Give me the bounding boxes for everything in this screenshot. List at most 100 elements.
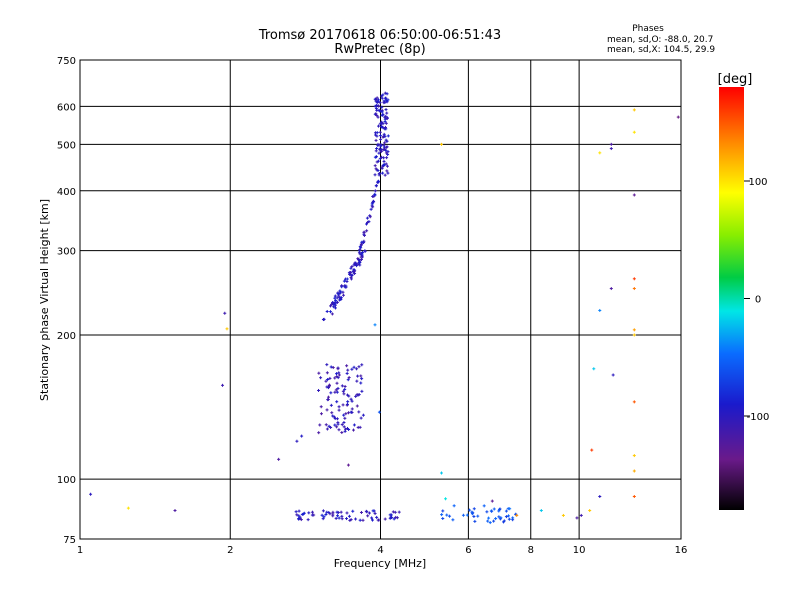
echo-point xyxy=(300,434,304,438)
echo-point xyxy=(336,366,340,370)
echo-point xyxy=(355,379,359,383)
echo-point xyxy=(350,265,354,269)
echo-point xyxy=(487,516,491,520)
echo-point xyxy=(326,377,330,381)
echo-point xyxy=(343,284,347,288)
echo-point xyxy=(325,309,329,313)
colorbar-tick-label: 100 xyxy=(748,177,767,188)
echo-point xyxy=(379,150,383,154)
echo-point xyxy=(376,115,380,119)
echo-point xyxy=(352,270,356,274)
echo-point xyxy=(330,411,334,415)
echo-point xyxy=(371,518,375,522)
echo-point xyxy=(379,144,383,148)
echo-point xyxy=(476,514,480,518)
echo-point xyxy=(334,299,338,303)
echo-point xyxy=(319,412,323,416)
echo-point xyxy=(381,171,385,175)
echo-point xyxy=(340,423,344,427)
echo-point xyxy=(321,509,325,513)
echo-point xyxy=(327,386,331,390)
echo-point xyxy=(470,510,474,514)
echo-point xyxy=(331,366,335,370)
y-tick-label: 600 xyxy=(57,102,76,113)
echo-point xyxy=(347,411,351,415)
x-axis-label: Frequency [MHz] xyxy=(334,557,426,570)
echo-point xyxy=(351,428,355,432)
echo-points xyxy=(89,91,680,525)
echo-point xyxy=(375,114,379,118)
echo-point xyxy=(356,393,360,397)
echo-point xyxy=(611,373,615,377)
echo-point xyxy=(342,392,346,396)
x-tick-label: 8 xyxy=(528,545,534,556)
echo-point xyxy=(632,130,636,134)
echo-point xyxy=(380,96,384,100)
echo-point xyxy=(502,520,506,524)
echo-point xyxy=(374,184,378,188)
echo-point xyxy=(359,510,363,514)
echo-point xyxy=(349,266,353,270)
echo-point xyxy=(384,151,388,155)
echo-point xyxy=(332,301,336,305)
echo-point xyxy=(386,152,390,156)
echo-point xyxy=(362,230,366,234)
echo-point xyxy=(504,515,508,519)
colorbar-tick-label: 0 xyxy=(755,295,761,306)
echo-point xyxy=(355,264,359,268)
y-tick-label: 75 xyxy=(63,535,76,546)
echo-point xyxy=(328,376,332,380)
echo-point xyxy=(380,165,384,169)
chart-title: Tromsø 20170618 06:50:00-06:51:43 xyxy=(258,28,501,43)
echo-point xyxy=(333,423,337,427)
echo-point xyxy=(328,304,332,308)
echo-point xyxy=(382,159,386,163)
echo-point xyxy=(494,517,498,521)
echo-point xyxy=(336,422,340,426)
echo-point xyxy=(369,207,373,211)
echo-point xyxy=(341,389,345,393)
echo-point xyxy=(444,497,448,501)
echo-point xyxy=(440,471,444,475)
echo-point xyxy=(383,134,387,138)
echo-point xyxy=(173,509,177,513)
echo-point xyxy=(373,173,377,177)
echo-point xyxy=(492,507,496,511)
echo-point xyxy=(327,384,331,388)
echo-point xyxy=(385,117,389,121)
echo-point xyxy=(223,311,227,315)
echo-point xyxy=(441,516,445,520)
echo-point xyxy=(347,394,351,398)
echo-point xyxy=(335,425,339,429)
echo-point xyxy=(330,302,334,306)
chart-subtitle: RwPretec (8p) xyxy=(334,42,425,57)
echo-point xyxy=(382,143,386,147)
echo-point xyxy=(350,407,354,411)
echo-point xyxy=(340,431,344,435)
echo-point xyxy=(329,365,333,369)
echo-point xyxy=(341,403,345,407)
echo-point xyxy=(225,327,229,331)
echo-point xyxy=(321,318,325,322)
echo-point xyxy=(294,510,298,514)
echo-point xyxy=(359,416,363,420)
echo-point xyxy=(579,513,583,517)
echo-point xyxy=(609,142,613,146)
echo-point xyxy=(375,147,379,151)
echo-point xyxy=(333,294,337,298)
echo-point xyxy=(348,518,352,522)
echo-point xyxy=(365,216,369,220)
echo-point xyxy=(473,519,477,523)
echo-point xyxy=(324,379,328,383)
echo-point xyxy=(632,333,636,337)
echo-point xyxy=(370,516,374,520)
echo-point xyxy=(355,367,359,371)
echo-point xyxy=(345,280,349,284)
echo-point xyxy=(365,222,369,226)
echo-point xyxy=(340,284,344,288)
echo-point xyxy=(468,508,472,512)
echo-point xyxy=(383,517,387,521)
echo-point xyxy=(368,215,372,219)
y-axis-label: Stationary phase Virtual Height [km] xyxy=(38,199,51,401)
y-tick-label: 500 xyxy=(57,140,76,151)
